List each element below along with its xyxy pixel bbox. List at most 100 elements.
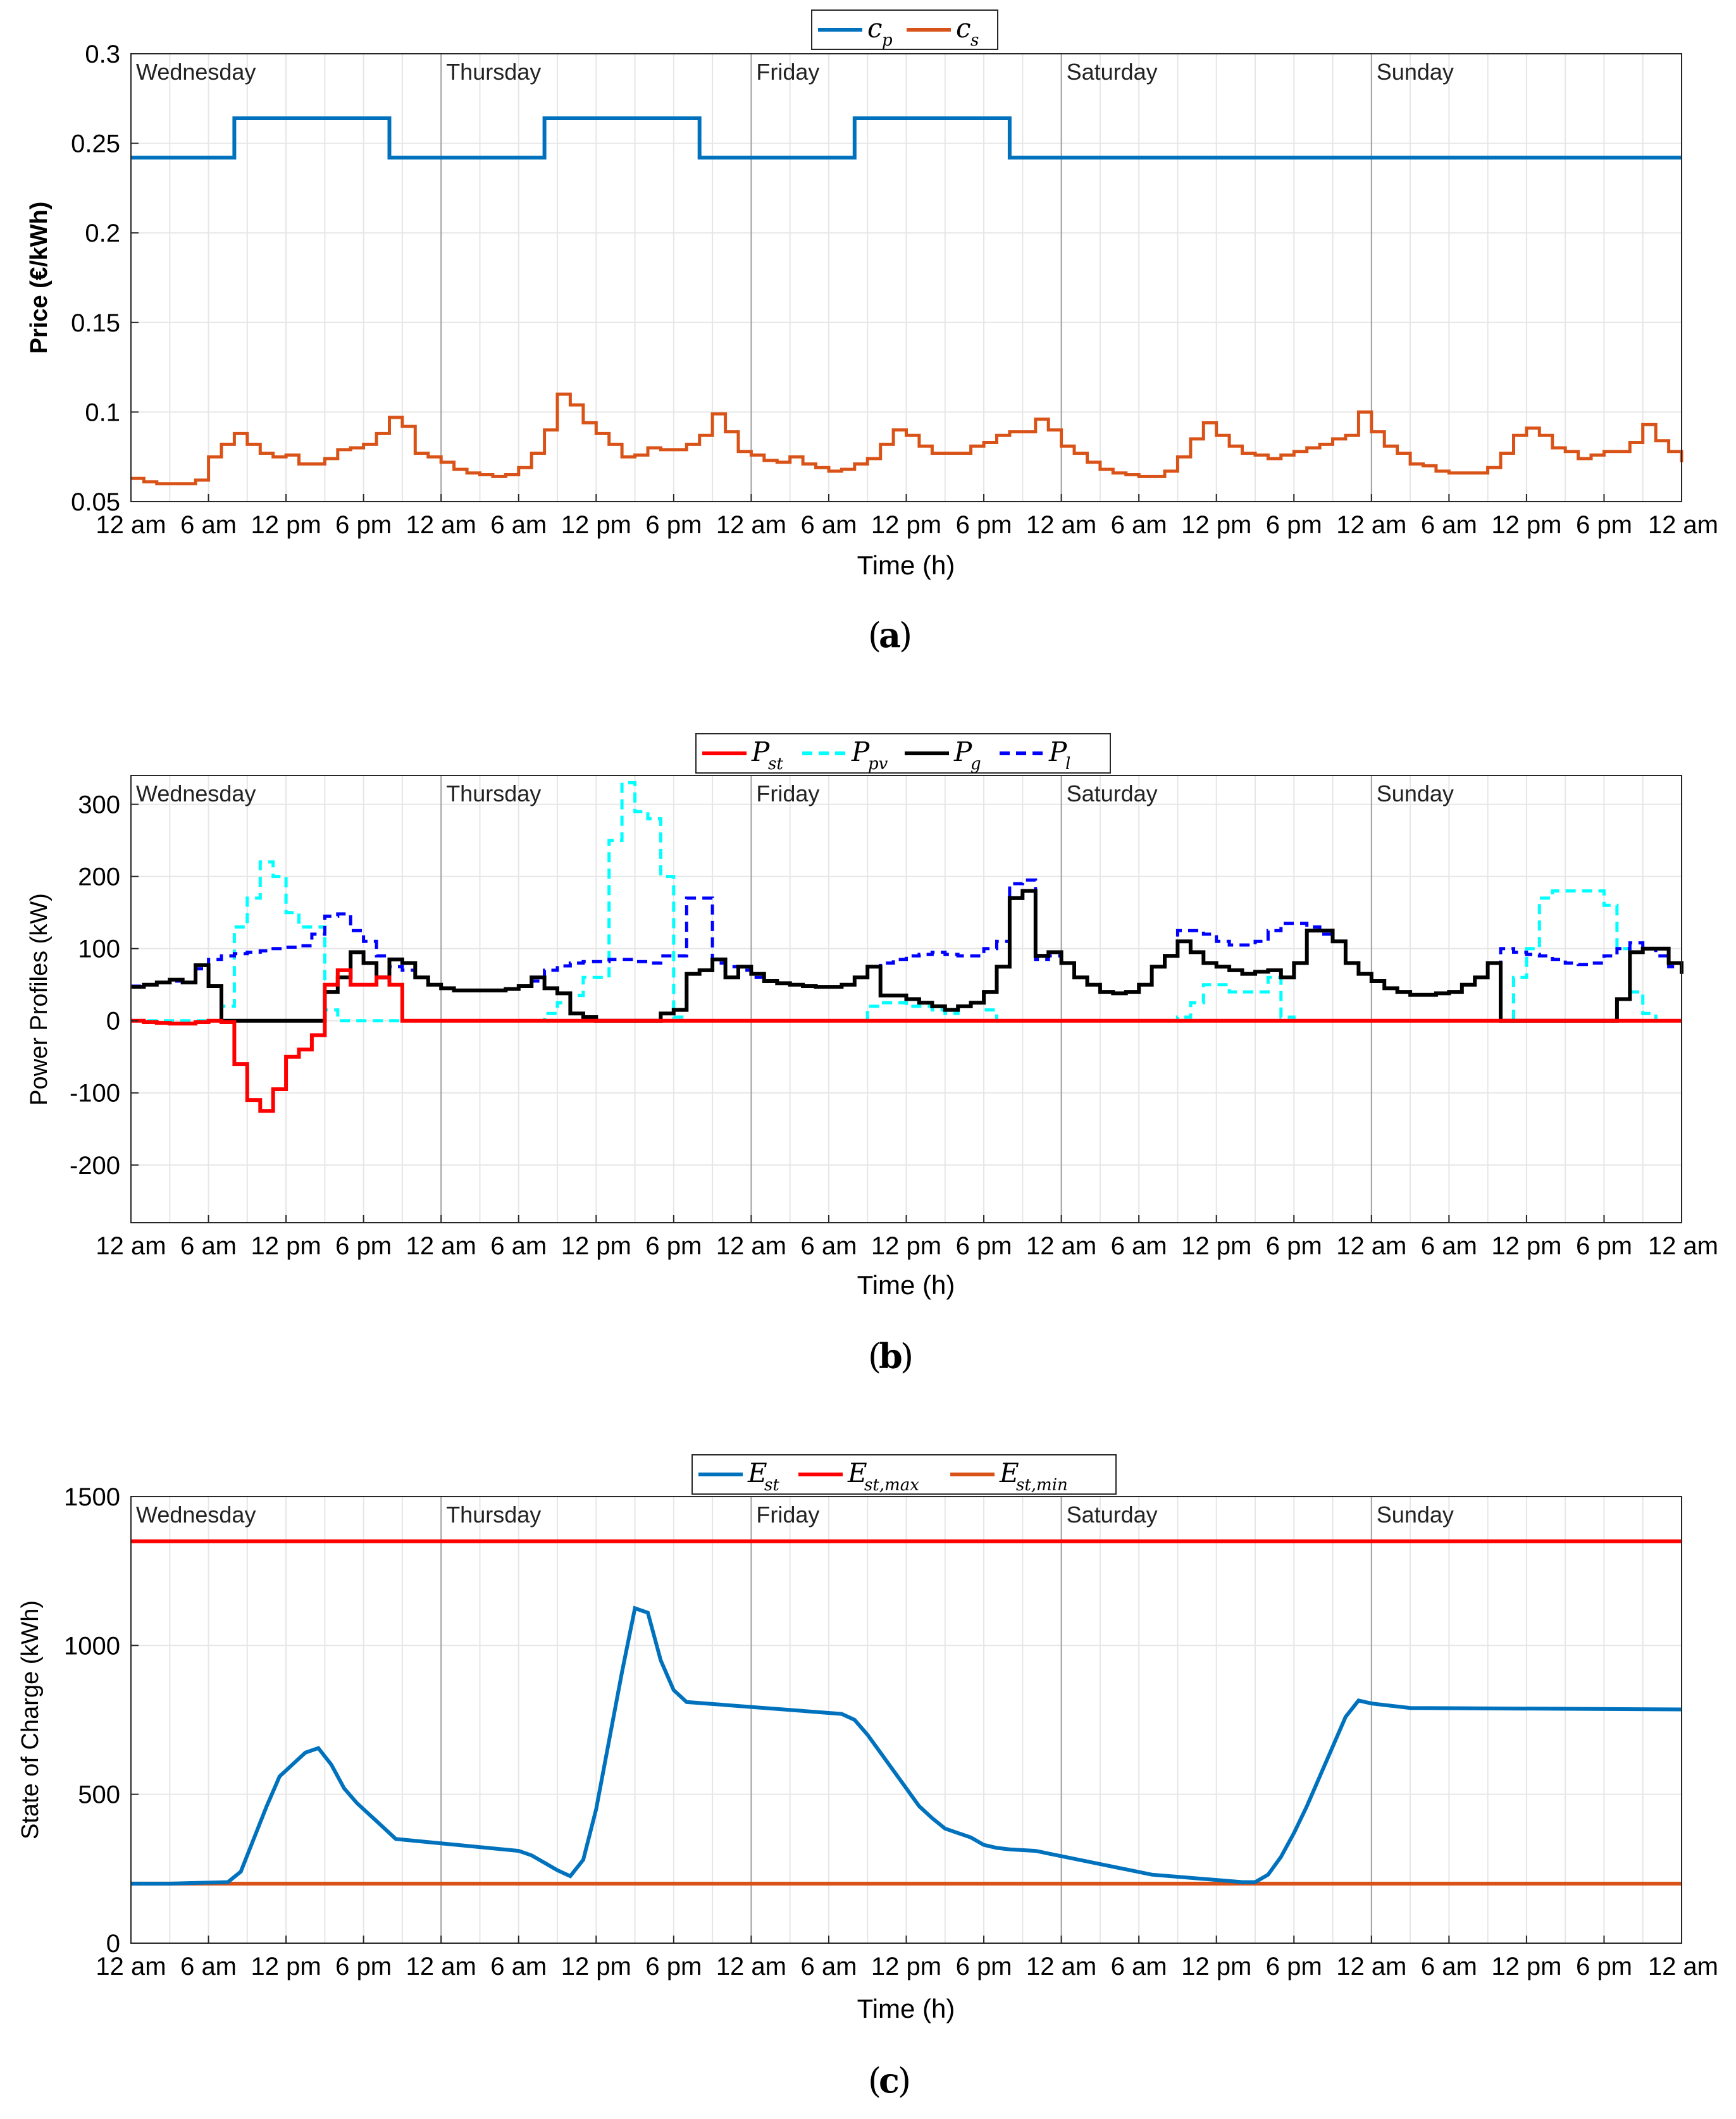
series-line-p-st xyxy=(131,968,1682,1113)
x-tick-label: 6 pm xyxy=(335,511,392,539)
x-tick-label: 6 am xyxy=(1421,511,1477,539)
panel-a-xlabel: Time (h) xyxy=(857,550,955,580)
x-tick-label: 6 am xyxy=(1111,1953,1167,1980)
x-tick-label: 6 am xyxy=(1421,1953,1477,1980)
x-tick-label: 12 am xyxy=(716,1232,786,1260)
panel-c-caption-letter: c xyxy=(879,2060,900,2101)
panel-c-xlabel: Time (h) xyxy=(857,1994,955,2023)
x-tick-label: 12 pm xyxy=(251,1953,321,1980)
x-tick-label: 12 am xyxy=(406,1953,476,1980)
x-tick-label: 6 pm xyxy=(645,1232,702,1260)
y-tick-label: 0.2 xyxy=(85,219,120,247)
x-tick-label: 12 am xyxy=(716,1953,786,1980)
legend-sub-est: st xyxy=(764,1476,779,1495)
day-label: Saturday xyxy=(1067,59,1158,85)
series-line-c-s xyxy=(131,392,1683,486)
panel-a-ylabel: Price (€/kWh) xyxy=(26,202,53,354)
panel-c-y-ticks: 0 500 1000 1500 xyxy=(64,1483,139,1958)
day-label: Saturday xyxy=(1067,1502,1158,1528)
x-tick-label: 6 pm xyxy=(1266,1953,1322,1980)
panel-c-grid xyxy=(131,1497,1682,1943)
panel-c-day-labels: Wednesday Thursday Friday Saturday Sunday xyxy=(136,1502,1454,1528)
day-label: Sunday xyxy=(1377,59,1454,85)
y-tick-label: 0.3 xyxy=(85,40,120,68)
series-line-p-l xyxy=(131,878,1683,997)
panel-c-caption-open: ( xyxy=(868,2061,881,2101)
panel-a-plot-frame xyxy=(130,53,1682,502)
panel-a-y-ticks: 0.05 0.1 0.15 0.2 0.25 0.3 xyxy=(71,40,139,516)
panel-a-caption-open: ( xyxy=(868,615,881,655)
y-tick-label: 100 xyxy=(78,936,120,963)
y-tick-label: 0 xyxy=(106,1008,120,1035)
y-tick-label: 0.15 xyxy=(71,309,120,337)
x-tick-label: 12 am xyxy=(406,1232,476,1260)
legend-sub-estmax: st,max xyxy=(864,1476,919,1495)
day-label: Sunday xyxy=(1377,1502,1454,1528)
x-tick-label: 6 pm xyxy=(1576,511,1632,539)
legend-sub-ppv: pv xyxy=(868,755,888,774)
x-tick-label: 12 pm xyxy=(871,511,941,539)
panel-a: Wednesday Thursday Friday Saturday Sunday 0.… xyxy=(26,9,1718,655)
legend-label-est: E xyxy=(747,1457,767,1488)
x-tick-label: 12 am xyxy=(1648,1232,1718,1260)
x-tick-label: 12 pm xyxy=(1181,511,1251,539)
panel-b-xlabel: Time (h) xyxy=(857,1270,955,1300)
panel-a-legend: c p c s xyxy=(811,9,998,50)
x-tick-label: 6 am xyxy=(1111,511,1167,539)
legend-label-estmax: E xyxy=(847,1457,867,1488)
x-tick-label: 6 am xyxy=(180,1232,237,1260)
x-tick-label: 6 pm xyxy=(645,511,702,539)
x-tick-label: 12 am xyxy=(1026,511,1096,539)
legend-label-estmin: E xyxy=(999,1457,1019,1488)
legend-label-ppv: P xyxy=(851,736,870,767)
x-tick-label: 6 am xyxy=(800,511,857,539)
x-tick-label: 12 pm xyxy=(251,511,321,539)
x-tick-label: 12 am xyxy=(96,1232,166,1260)
day-label: Wednesday xyxy=(136,781,256,806)
panel-b-day-separators xyxy=(440,775,1372,1223)
panel-b: Wednesday Thursday Friday Saturday Sunday -2… xyxy=(26,733,1718,1376)
x-tick-label: 12 pm xyxy=(561,511,631,539)
panel-c-caption-close: ) xyxy=(898,2061,911,2101)
panel-c: Wednesday Thursday Friday Saturday Sunday 0 5… xyxy=(17,1454,1718,2101)
y-tick-label: 500 xyxy=(78,1781,120,1809)
day-label: Wednesday xyxy=(136,1502,256,1528)
x-tick-label: 12 am xyxy=(1648,511,1718,539)
x-tick-label: 12 am xyxy=(1336,1232,1406,1260)
x-tick-label: 12 am xyxy=(1336,1953,1406,1980)
panel-c-ylabel: State of Charge (kWh) xyxy=(17,1600,44,1839)
day-label: Friday xyxy=(756,59,819,85)
x-tick-label: 12 pm xyxy=(561,1953,631,1980)
x-tick-label: 12 pm xyxy=(1181,1953,1251,1980)
day-label: Wednesday xyxy=(136,59,256,85)
y-tick-label: 0.1 xyxy=(85,398,120,426)
panel-b-y-ticks: -200 -100 0 100 200 300 xyxy=(70,791,139,1180)
panel-b-grid xyxy=(131,775,1682,1223)
panel-a-x-ticks: 12 am 6 am 12 pm 6 pm 12 am 6 am 12 pm 6 pm 12 a… xyxy=(96,494,1718,539)
x-tick-label: 12 pm xyxy=(871,1953,941,1980)
x-tick-label: 6 pm xyxy=(335,1953,392,1980)
legend-sub-cs: s xyxy=(970,31,979,50)
panel-b-plot-frame xyxy=(130,775,1682,1223)
y-tick-label: 1000 xyxy=(64,1632,120,1660)
panel-a-day-labels: Wednesday Thursday Friday Saturday Sunday xyxy=(136,59,1454,85)
legend-label-pl: P xyxy=(1048,736,1067,767)
day-label: Thursday xyxy=(446,781,541,806)
panel-c-x-ticks: 12 am 6 am 12 pm 6 pm 12 am 6 am 12 pm 6 pm 12 a… xyxy=(96,1936,1718,1980)
y-tick-label: 0.25 xyxy=(71,130,120,158)
legend-sub-pst: st xyxy=(768,755,783,774)
panel-c-plot-frame xyxy=(130,1496,1682,1944)
x-tick-label: 6 am xyxy=(490,1953,547,1980)
day-label: Thursday xyxy=(446,59,541,85)
panel-a-series xyxy=(131,116,1683,486)
x-tick-label: 12 pm xyxy=(1491,1232,1561,1260)
legend-label-cs: c xyxy=(956,13,971,44)
x-tick-label: 6 pm xyxy=(1266,511,1322,539)
panel-b-caption-letter: b xyxy=(879,1336,903,1376)
x-tick-label: 12 pm xyxy=(1181,1232,1251,1260)
day-label: Friday xyxy=(756,1502,819,1528)
x-tick-label: 6 am xyxy=(1421,1232,1477,1260)
day-label: Saturday xyxy=(1067,781,1158,806)
panel-a-caption-close: ) xyxy=(899,615,912,655)
